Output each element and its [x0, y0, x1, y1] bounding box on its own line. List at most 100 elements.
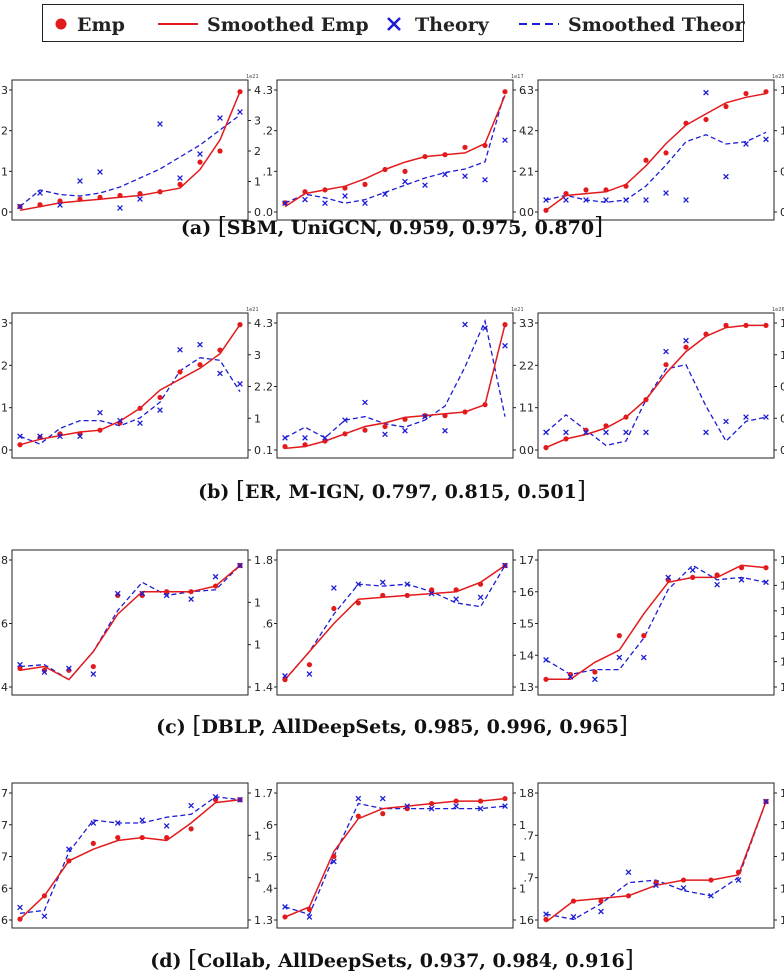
smoothed-theory-line: [545, 363, 767, 447]
theory-point-stroke: [763, 579, 769, 586]
theory-point-stroke: [563, 429, 569, 436]
theory-point-stroke: [583, 197, 589, 203]
emp-point: [342, 185, 348, 191]
emp-point: [502, 89, 508, 95]
theory-point-stroke: [137, 196, 143, 202]
emp-point: [197, 159, 203, 165]
emp-point: [17, 442, 23, 448]
theory-point-stroke: [703, 89, 709, 96]
emp-point: [743, 90, 749, 97]
theory-point-stroke: [643, 429, 649, 436]
theory-point-stroke: [282, 200, 288, 207]
right-tick-label: 6: [519, 84, 526, 97]
right-tick-label: 1: [254, 596, 261, 609]
theory-point: [563, 429, 569, 436]
left-tick-label: .8: [0, 554, 8, 567]
emp-point: [331, 605, 337, 612]
left-tick-label: .2: [263, 125, 274, 138]
left-tick-label: .6: [263, 819, 274, 832]
theory-point-stroke: [453, 803, 459, 809]
theory-point: [97, 409, 103, 416]
theory-point: [723, 418, 729, 425]
theory-point: [17, 904, 23, 911]
theory-point: [188, 596, 194, 603]
theory-point: [114, 820, 121, 826]
left-tick-label: .6: [0, 914, 8, 927]
theory-point: [379, 795, 386, 802]
emp-point: [714, 572, 720, 578]
theory-point-stroke: [355, 795, 362, 802]
theory-point-stroke: [282, 904, 288, 910]
smoothed-theory-line: [545, 564, 767, 676]
right-tick-label: 0: [519, 206, 526, 219]
right-tick-label: 1: [254, 554, 261, 567]
emp-point: [17, 916, 23, 922]
theory-point: [462, 321, 468, 328]
theory-point-stroke: [683, 337, 689, 344]
theory-point-stroke: [616, 654, 623, 661]
theory-point-stroke: [543, 911, 549, 917]
left-tick-label: .1: [263, 165, 274, 178]
theory-point: [157, 407, 163, 413]
theory-point-stroke: [743, 414, 749, 420]
theory-point-stroke: [342, 417, 348, 423]
emp-point: [382, 423, 388, 430]
left-tick-label: .3: [263, 317, 274, 330]
theory-point: [763, 136, 769, 143]
theory-point: [738, 576, 745, 583]
caption-c-close: ]: [618, 713, 628, 739]
emp-point: [422, 153, 428, 160]
theory-point: [342, 417, 348, 423]
right-tick-label: 1: [519, 681, 526, 694]
theory-point: [362, 200, 368, 207]
emp-point: [282, 914, 288, 920]
theory-point-stroke: [653, 882, 659, 889]
left-tick-label: .3: [0, 84, 8, 97]
smoothed-theory-line: [545, 801, 767, 921]
emp-point: [703, 116, 709, 123]
theory-point: [137, 196, 143, 202]
right-tick-label: 0: [780, 412, 784, 425]
theory-point-stroke: [735, 877, 742, 883]
emp-point: [482, 402, 488, 408]
theory-point: [197, 341, 203, 348]
emp-point: [157, 189, 163, 195]
theory-point-stroke: [77, 433, 83, 440]
right-tick-label: 2: [254, 381, 261, 394]
theory-point: [17, 203, 23, 210]
theory-point-stroke: [723, 418, 729, 425]
emp-point: [763, 322, 769, 328]
theory-point: [77, 433, 83, 440]
right-tick-label: 1: [780, 914, 784, 927]
theory-point: [583, 197, 589, 203]
caption-c: (c) [DBLP, AllDeepSets, 0.985, 0.996, 0.…: [0, 713, 784, 739]
theory-point-stroke: [97, 409, 103, 416]
theory-point-stroke: [90, 671, 97, 677]
left-tick-label: .6: [0, 618, 8, 631]
right-tick-label: 1: [519, 914, 526, 927]
right-tick-label: 1: [254, 681, 261, 694]
emp-point: [164, 834, 170, 841]
right-tick-label: 0: [519, 444, 526, 457]
theory-point: [77, 178, 83, 184]
caption-c-open: [: [192, 713, 202, 739]
emp-point: [197, 362, 203, 368]
emp-point: [177, 181, 183, 187]
left-tick-label: .1: [524, 402, 535, 415]
theory-point-stroke: [543, 197, 549, 203]
theory-point: [665, 574, 672, 581]
plot-frame: [11, 549, 249, 696]
emp-point: [641, 633, 647, 639]
theory-point: [477, 805, 484, 812]
caption-a-text: SBM, UniGCN, 0.959, 0.975, 0.870: [226, 217, 595, 239]
emp-point: [177, 369, 183, 375]
emp-point: [462, 409, 468, 415]
emp-point: [117, 192, 123, 199]
theory-point-stroke: [17, 661, 23, 668]
emp-point: [623, 414, 629, 420]
theory-point: [382, 431, 388, 438]
emp-point: [90, 840, 96, 846]
left-tick-label: .3: [524, 681, 535, 694]
emp-point: [680, 877, 687, 883]
caption-c-label: (c): [156, 716, 186, 738]
